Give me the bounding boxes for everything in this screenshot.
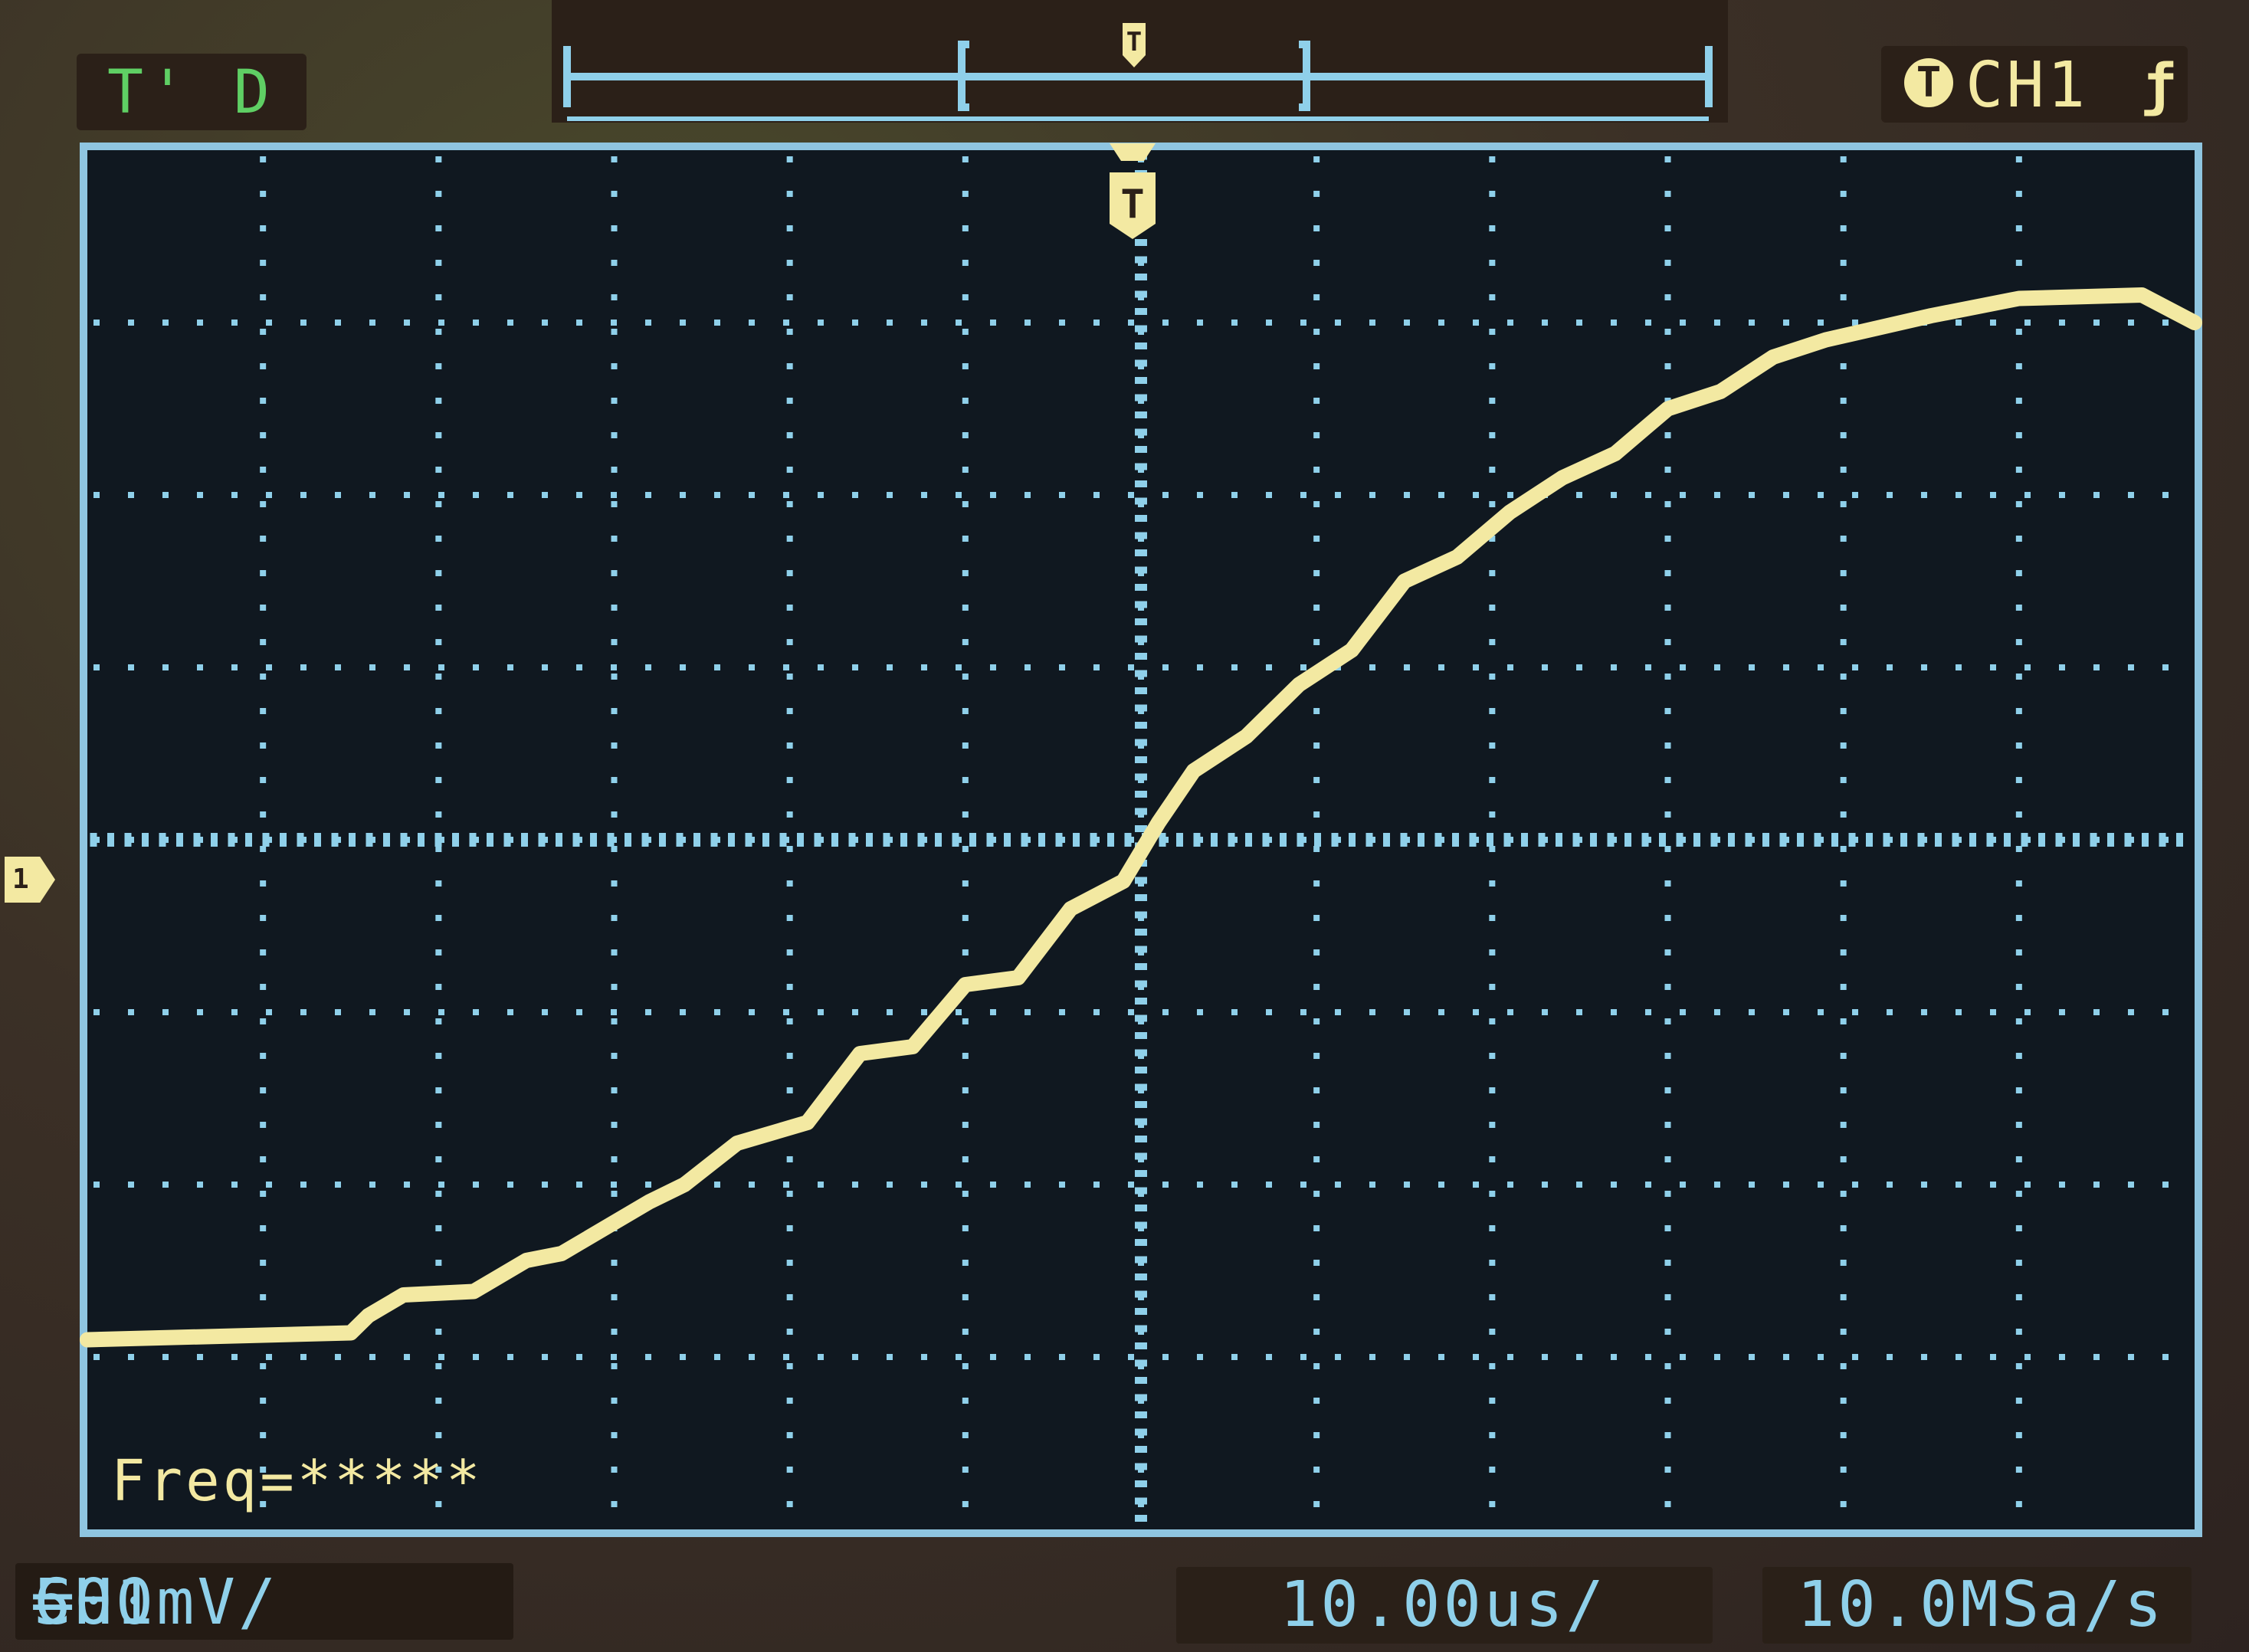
trigger-time-arrow-icon xyxy=(1110,143,1156,161)
trigger-badge-icon: T xyxy=(1904,58,1953,107)
memory-position-bar: T xyxy=(552,0,1728,123)
ch1-marker-label: 1 xyxy=(12,864,29,895)
trigger-source: CH1 xyxy=(1965,49,2089,122)
graticule xyxy=(90,152,2183,1522)
sample-rate-value: 10.0MSa/s xyxy=(1797,1568,2165,1641)
trigger-time-marker: T xyxy=(1110,143,1156,239)
ch1-trace xyxy=(80,287,2202,1348)
channel-label: CH1 xyxy=(34,1566,157,1639)
svg-text:T: T xyxy=(1126,27,1142,57)
rising-edge-icon: ƒ xyxy=(2142,52,2176,118)
trigger-time-badge-icon xyxy=(1110,172,1156,239)
frequency-readout: Freq=***** xyxy=(111,1448,484,1514)
channel-scale-value: 500mV/ xyxy=(34,1566,280,1639)
timebase-box[interactable]: 10.00us/ xyxy=(1176,1567,1713,1644)
sample-rate-box: 10.0MSa/s xyxy=(1762,1567,2192,1644)
dc-coupling-icon: ═ xyxy=(34,1566,75,1639)
acquisition-status-label: T' D xyxy=(107,58,276,127)
acquisition-status: T' D xyxy=(77,54,307,130)
trigger-info: T CH1 ƒ xyxy=(1881,46,2188,123)
timebase-value: 10.00us/ xyxy=(1280,1568,1607,1641)
channel-scale-box[interactable]: CH1 ═ 500mV/ xyxy=(15,1563,513,1640)
memory-position-graphic: T xyxy=(563,23,1713,121)
svg-text:T: T xyxy=(1120,182,1144,228)
trigger-position-icon: T xyxy=(1123,23,1146,67)
